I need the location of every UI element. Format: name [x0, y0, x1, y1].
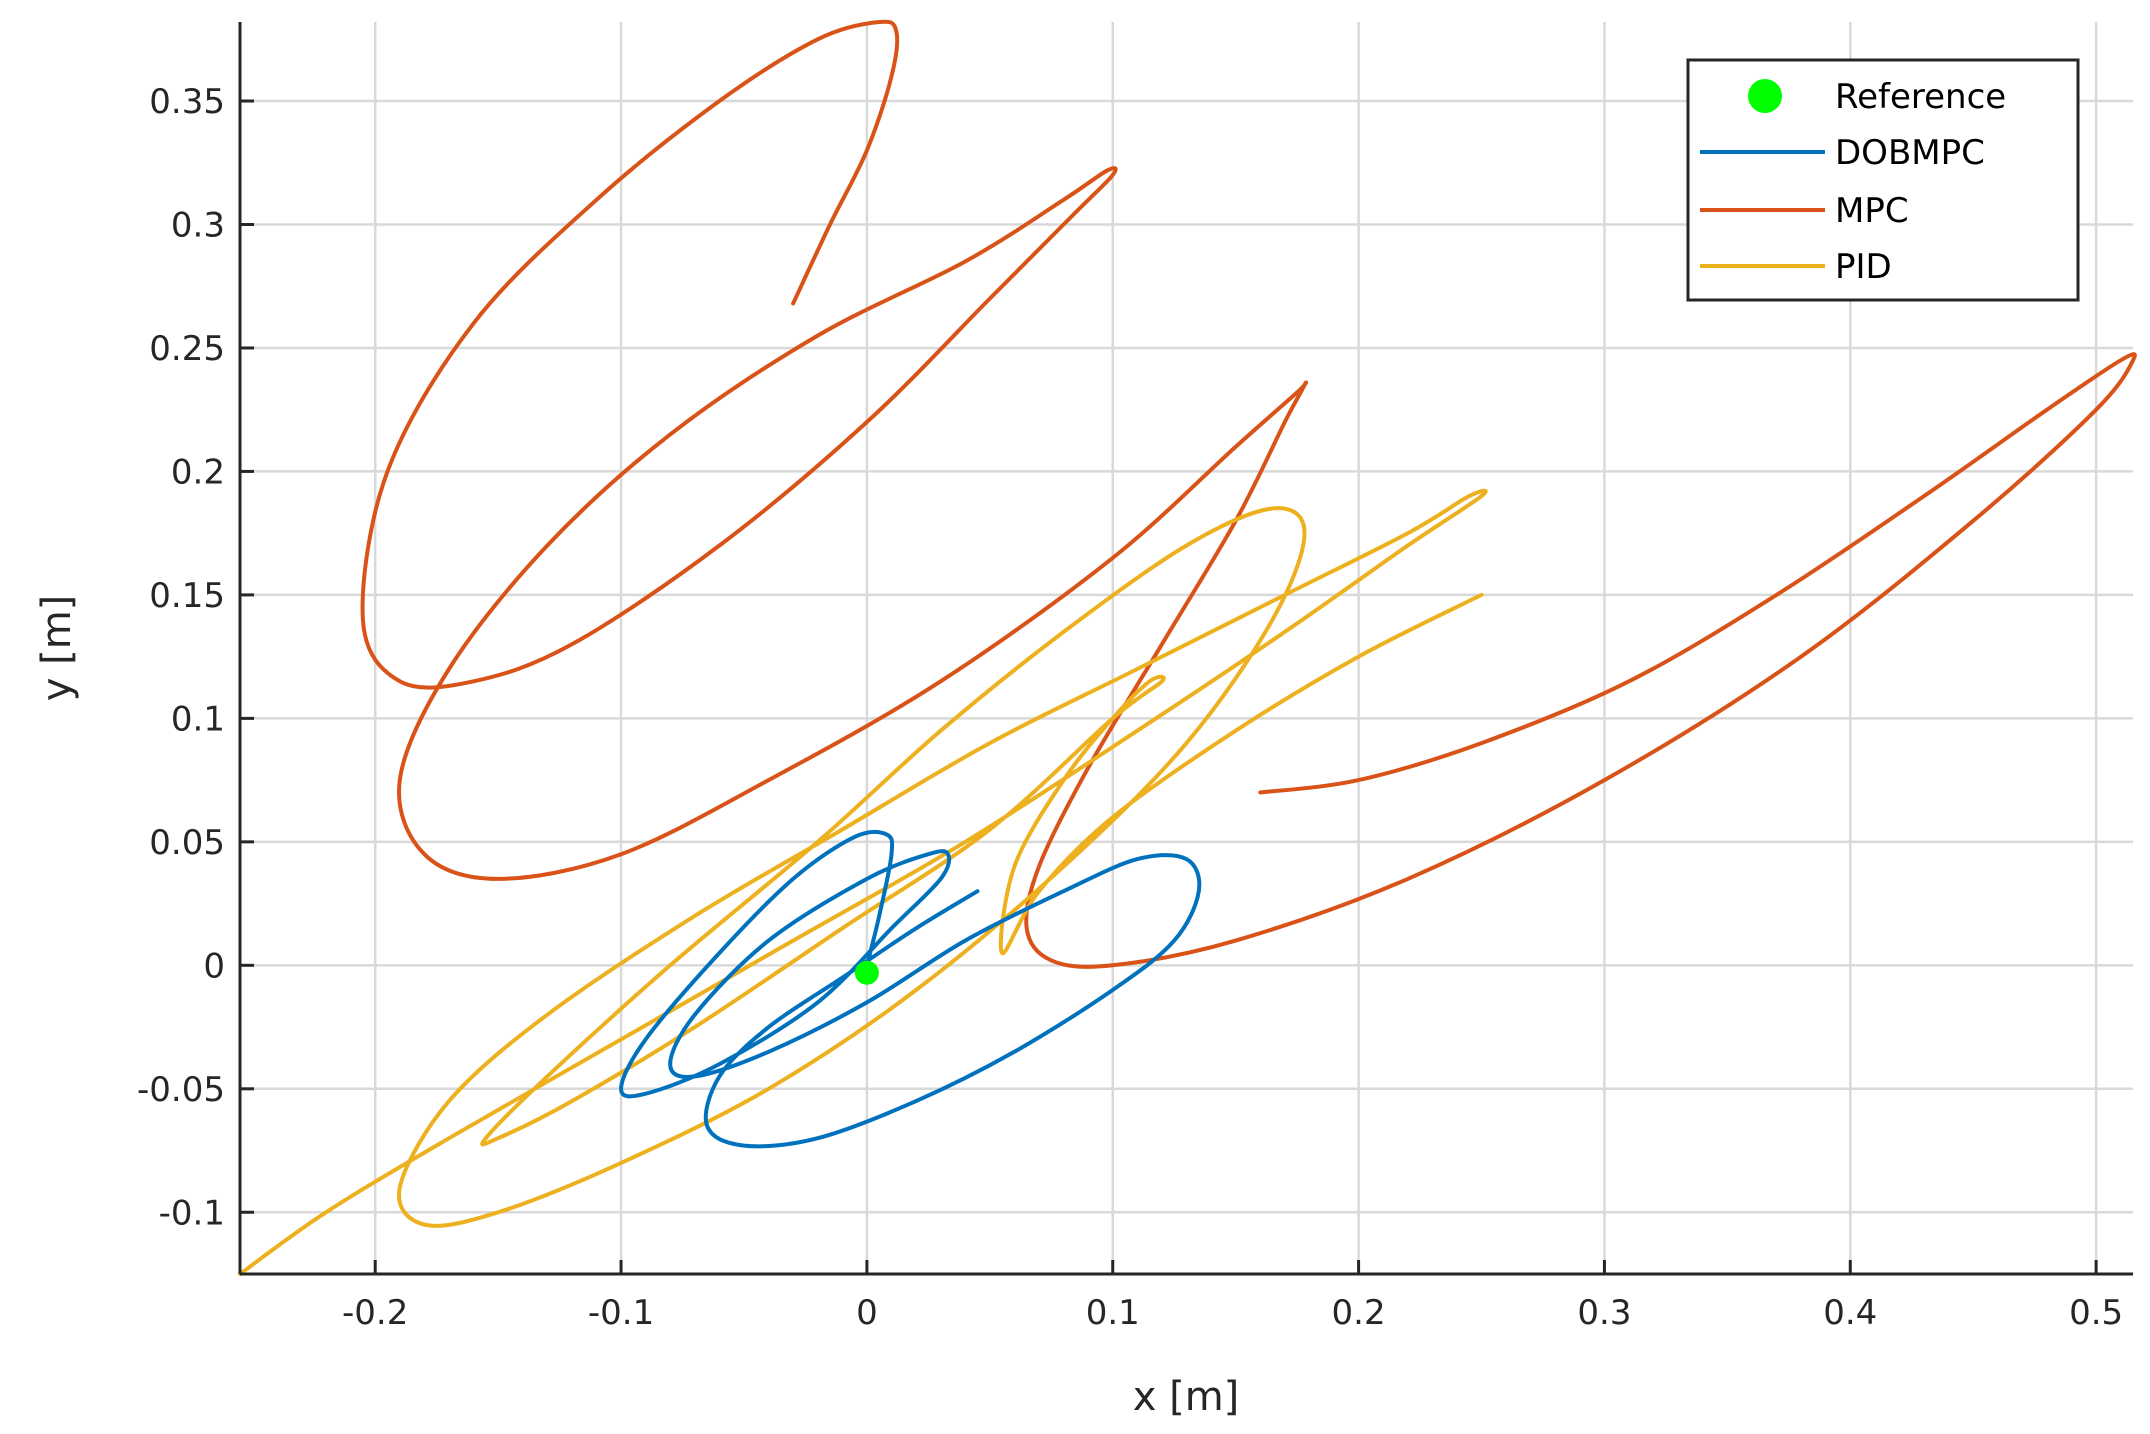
y-tick-label: 0.1 — [171, 699, 225, 739]
legend-mpc-label: MPC — [1835, 191, 1909, 231]
axes — [238, 22, 2133, 1276]
legend-dobmpc-label: DOBMPC — [1835, 133, 1985, 173]
y-tick-label: 0.3 — [171, 205, 225, 245]
y-tick-label: 0.15 — [149, 576, 225, 616]
y-tick-label: -0.1 — [159, 1193, 225, 1233]
reference-point — [854, 960, 879, 985]
series-line-mpc — [360, 19, 2137, 969]
y-tick-label: 0.35 — [149, 82, 225, 122]
series-line-pid — [238, 488, 1488, 1276]
y-tick-label: -0.05 — [137, 1070, 225, 1110]
legend-reference-marker — [1748, 79, 1782, 113]
x-tick-label: -0.1 — [588, 1293, 654, 1333]
x-tick-label: 0.2 — [1332, 1293, 1386, 1333]
series-line-dobmpc — [619, 829, 1202, 1149]
legend: Reference DOBMPC MPC PID — [1686, 58, 2080, 302]
x-tick-label: 0.1 — [1086, 1293, 1140, 1333]
legend-pid-label: PID — [1835, 247, 1892, 287]
x-tick-label: 0.4 — [1823, 1293, 1877, 1333]
y-tick-label: 0.25 — [149, 329, 225, 369]
x-tick-label: 0.5 — [2069, 1293, 2123, 1333]
y-tick-label: 0 — [203, 946, 225, 986]
y-tick-labels: -0.1 -0.05 0 0.05 0.1 0.15 0.2 0.25 0.3 0.35 — [137, 82, 225, 1233]
x-tick-label: 0.3 — [1577, 1293, 1631, 1333]
series-layer — [238, 19, 2137, 1276]
legend-reference-label: Reference — [1835, 77, 2006, 117]
y-tick-label: 0.2 — [171, 452, 225, 492]
x-tick-labels: -0.2 -0.1 0 0.1 0.2 0.3 0.4 0.5 — [342, 1293, 2123, 1333]
y-axis-title: y [m] — [34, 595, 80, 702]
x-tick-label: 0 — [856, 1293, 878, 1333]
y-tick-label: 0.05 — [149, 823, 225, 863]
x-axis-title: x [m] — [1133, 1374, 1240, 1420]
x-tick-label: -0.2 — [342, 1293, 408, 1333]
grid — [240, 22, 2133, 1274]
